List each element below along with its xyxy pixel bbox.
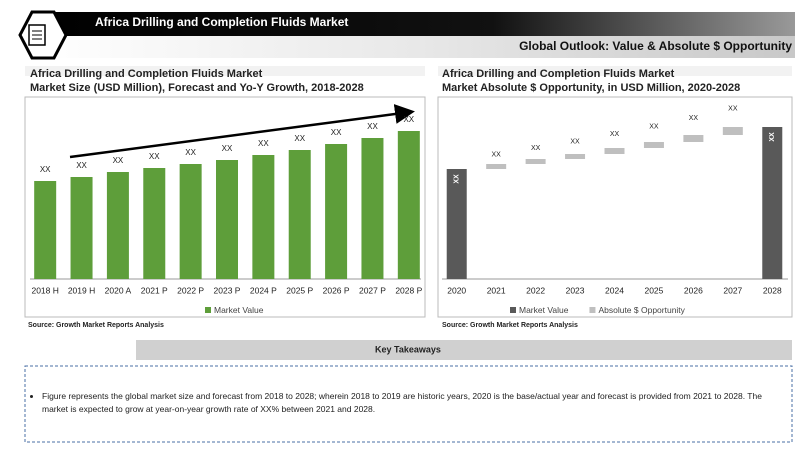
x-tick-label: 2026 P (323, 285, 350, 295)
header-subtitle: Global Outlook: Value & Absolute $ Oppor… (519, 39, 792, 53)
x-tick-label: 2018 H (31, 285, 58, 295)
bar (446, 169, 467, 279)
bar (397, 131, 420, 279)
header-band (40, 12, 795, 36)
x-tick-label: 2022 P (177, 285, 204, 295)
value-label: XX (367, 122, 378, 131)
value-label: XX (149, 152, 160, 161)
value-label: XX (689, 115, 699, 122)
legend-label: Market Value (214, 305, 264, 315)
value-label: XX (610, 131, 620, 138)
value-label: XX (403, 115, 414, 124)
bar (288, 150, 311, 279)
takeaways-text: Figure represents the global market size… (30, 390, 785, 416)
x-tick-label: 2024 (605, 285, 624, 295)
bar (325, 144, 348, 279)
legend-swatch (589, 307, 596, 313)
x-tick-label: 2021 P (141, 285, 168, 295)
bar (762, 127, 783, 279)
value-label: XX (222, 144, 233, 153)
panel-head (438, 66, 792, 76)
x-tick-label: 2025 P (286, 285, 313, 295)
x-tick-label: 2020 A (105, 285, 132, 295)
bar (179, 164, 202, 279)
growth-arrow (69, 104, 415, 159)
bar (565, 154, 586, 159)
chart-title: Africa Drilling and Completion Fluids Ma… (442, 68, 675, 80)
value-label: XX (769, 132, 776, 142)
chart-subtitle: Market Size (USD Million), Forecast and … (30, 82, 364, 94)
value-label: XX (454, 174, 461, 184)
bar (683, 135, 704, 142)
header-title: Africa Drilling and Completion Fluids Ma… (95, 15, 348, 29)
chart-title: Africa Drilling and Completion Fluids Ma… (30, 68, 263, 80)
value-label: XX (570, 138, 580, 145)
legend-swatch (510, 307, 516, 313)
x-tick-label: 2020 (447, 285, 466, 295)
legend-label: Market Value (519, 305, 569, 315)
x-tick-label: 2024 P (250, 285, 277, 295)
bullet: Figure represents the global market size… (42, 390, 785, 416)
chart-frame (437, 96, 793, 318)
bar (143, 168, 166, 279)
bar (486, 164, 507, 169)
value-label: XX (531, 145, 541, 152)
x-tick-label: 2019 H (68, 285, 95, 295)
value-label: XX (76, 161, 87, 170)
x-tick-label: 2021 (487, 285, 506, 295)
takeaways-title: Key Takeaways (375, 344, 441, 354)
x-tick-label: 2022 (526, 285, 545, 295)
value-label: XX (185, 148, 196, 157)
value-label: XX (258, 139, 269, 148)
bar (604, 148, 625, 154)
value-label: XX (294, 134, 305, 143)
value-label: XX (113, 156, 124, 165)
x-tick-label: 2026 (684, 285, 703, 295)
bar (361, 138, 384, 279)
bar (722, 127, 743, 135)
bar (106, 172, 129, 279)
takeaways-box (24, 365, 793, 443)
bar (34, 181, 57, 279)
value-label: XX (728, 105, 738, 112)
bar (643, 142, 664, 148)
bar (252, 155, 275, 279)
value-label: XX (331, 128, 342, 137)
x-tick-label: 2028 P (395, 285, 422, 295)
takeaways-bar (136, 340, 792, 360)
value-label: XX (40, 165, 51, 174)
x-tick-label: 2023 (566, 285, 585, 295)
value-label: XX (649, 123, 659, 130)
x-tick-label: 2023 P (214, 285, 241, 295)
x-tick-label: 2027 (723, 285, 742, 295)
source: Source: Growth Market Reports Analysis (442, 322, 578, 329)
value-label: XX (491, 151, 501, 158)
x-tick-label: 2025 (644, 285, 663, 295)
header-band-lower (40, 36, 795, 58)
bullet-list: Figure represents the global market size… (30, 390, 785, 416)
panel-head (25, 66, 425, 76)
bar (525, 159, 546, 164)
legend-swatch (205, 307, 211, 313)
x-tick-label: 2028 (763, 285, 782, 295)
bar (70, 177, 93, 279)
bar (216, 160, 238, 279)
x-tick-label: 2027 P (359, 285, 386, 295)
legend-label: Absolute $ Opportunity (598, 305, 685, 315)
chart-frame (24, 96, 426, 318)
source: Source: Growth Market Reports Analysis (28, 322, 164, 329)
chart-subtitle: Market Absolute $ Opportunity, in USD Mi… (442, 82, 740, 94)
